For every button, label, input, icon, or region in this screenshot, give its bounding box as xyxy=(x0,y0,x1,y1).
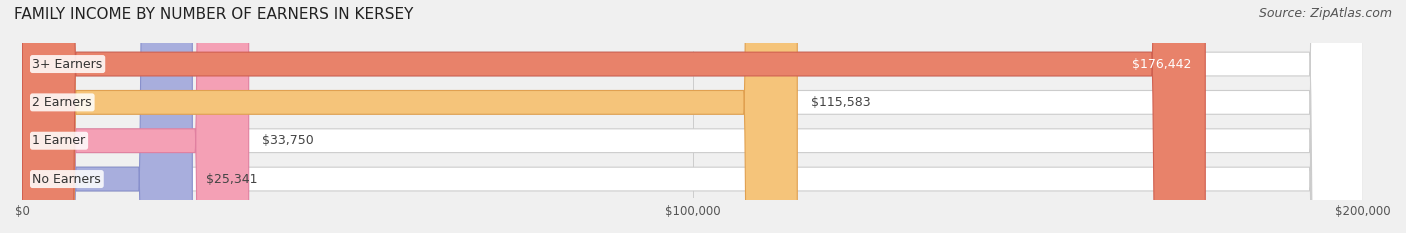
Text: 3+ Earners: 3+ Earners xyxy=(32,58,103,71)
FancyBboxPatch shape xyxy=(22,0,249,233)
FancyBboxPatch shape xyxy=(22,0,1364,233)
Text: FAMILY INCOME BY NUMBER OF EARNERS IN KERSEY: FAMILY INCOME BY NUMBER OF EARNERS IN KE… xyxy=(14,7,413,22)
Text: $115,583: $115,583 xyxy=(811,96,870,109)
FancyBboxPatch shape xyxy=(22,0,193,233)
Text: $176,442: $176,442 xyxy=(1132,58,1192,71)
FancyBboxPatch shape xyxy=(22,0,1364,233)
FancyBboxPatch shape xyxy=(22,0,1364,233)
Text: Source: ZipAtlas.com: Source: ZipAtlas.com xyxy=(1258,7,1392,20)
FancyBboxPatch shape xyxy=(22,0,1364,233)
FancyBboxPatch shape xyxy=(22,0,1205,233)
Text: $33,750: $33,750 xyxy=(262,134,314,147)
Text: 1 Earner: 1 Earner xyxy=(32,134,86,147)
Text: 2 Earners: 2 Earners xyxy=(32,96,93,109)
FancyBboxPatch shape xyxy=(22,0,797,233)
Text: No Earners: No Earners xyxy=(32,173,101,185)
Text: $25,341: $25,341 xyxy=(205,173,257,185)
